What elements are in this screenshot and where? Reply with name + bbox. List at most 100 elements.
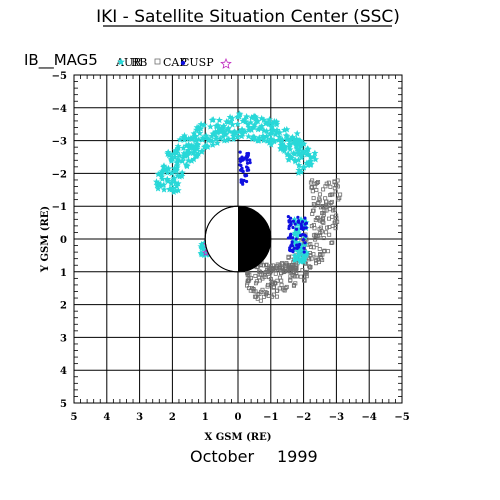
cap-point: [288, 278, 293, 283]
rb-point: [229, 132, 237, 139]
night-point: [301, 238, 306, 242]
rb-point: [158, 170, 166, 177]
cap-point: [251, 287, 256, 292]
rb-point: [301, 254, 309, 262]
cap-point: [277, 286, 282, 291]
night-point: [248, 158, 252, 162]
night-point: [288, 235, 292, 240]
cap-point: [263, 290, 268, 295]
cap-point: [310, 208, 315, 213]
cap-point: [260, 276, 265, 281]
rb-point: [211, 128, 219, 135]
cap-point: [320, 211, 325, 216]
cap-point: [334, 182, 339, 187]
rb-point: [218, 125, 225, 133]
y-tick-label: 1: [60, 268, 67, 279]
rb-point: [226, 127, 234, 135]
rb-point: [312, 155, 320, 163]
cap-point: [315, 233, 320, 238]
cap-point: [324, 225, 329, 230]
cap-point: [318, 252, 323, 257]
night-point: [238, 150, 242, 154]
earth-outline: [204, 205, 272, 273]
cap-point: [251, 286, 256, 291]
rb-point: [286, 140, 294, 148]
night-point: [290, 240, 294, 244]
x-tick-labels: 5 4 3 2 1 0 −1 −2 −3 −4 −5: [71, 412, 410, 423]
date-month: October: [190, 447, 254, 466]
x-tick-label: 0: [235, 412, 242, 423]
rb-point: [172, 187, 180, 194]
rb-point: [213, 139, 221, 147]
rb-point: [204, 136, 212, 144]
cap-point: [263, 270, 268, 275]
rb-point: [260, 116, 268, 123]
rb-point: [190, 129, 198, 137]
rb-point: [197, 243, 205, 250]
rb-point: [281, 143, 289, 151]
cap-point: [271, 267, 276, 272]
x-tick-label: 4: [103, 412, 110, 423]
night-point: [302, 250, 306, 254]
y-tick-label: −5: [52, 71, 67, 82]
cap-point: [314, 255, 319, 260]
rb-point: [229, 121, 236, 128]
rb-point: [242, 118, 250, 125]
night-point: [290, 242, 294, 246]
night-point: [295, 243, 299, 247]
orbit-points: [152, 110, 343, 303]
cap-point: [272, 281, 277, 286]
cap-point: [327, 216, 332, 221]
cap-point: [293, 281, 298, 286]
y-tick-label: −4: [52, 104, 67, 115]
rb-point: [250, 112, 258, 120]
cap-point: [283, 267, 288, 272]
y-tick-label: 2: [60, 301, 67, 312]
rb-point: [237, 132, 246, 140]
rb-point: [275, 133, 283, 140]
cap-point: [314, 242, 319, 247]
rb-point: [185, 148, 193, 156]
rb-point: [260, 136, 268, 144]
rb-point: [215, 116, 223, 124]
night-point: [286, 215, 290, 219]
rb-point: [270, 136, 278, 144]
night-point: [303, 222, 307, 226]
rb-point: [245, 123, 253, 131]
cap-point: [327, 207, 332, 212]
rb-point: [184, 157, 192, 164]
cap-point: [286, 254, 291, 259]
rb-point: [208, 116, 216, 124]
rb-point: [213, 122, 221, 130]
rb-point: [209, 141, 217, 148]
rb-point: [220, 136, 228, 144]
night-point: [238, 159, 242, 163]
cap-point: [318, 225, 323, 230]
cap-point: [321, 220, 326, 225]
cap-point: [312, 184, 317, 189]
cap-point: [309, 256, 314, 261]
rb-point: [187, 134, 195, 142]
rb-point: [283, 136, 291, 143]
cap-point: [257, 269, 262, 274]
rb-point: [197, 125, 205, 132]
rb-point: [286, 145, 294, 153]
cap-point: [302, 278, 307, 283]
night-point: [303, 216, 307, 220]
cap-point: [302, 274, 307, 279]
cap-point: [245, 270, 250, 275]
cap-point: [334, 213, 339, 218]
night-point: [242, 178, 246, 183]
cap-point: [277, 275, 282, 280]
y-tick-labels: −5 −4 −3 −2 −1 0 1 2 3 4 5: [52, 71, 67, 410]
cap-point: [324, 181, 329, 186]
y-tick-label: 5: [60, 399, 67, 410]
rb-point: [297, 140, 305, 148]
cap-point: [313, 218, 318, 223]
cap-point: [327, 225, 332, 230]
cap-point: [311, 252, 316, 257]
legend-item: CUSP: [181, 56, 214, 69]
y-tick-label: −2: [52, 169, 67, 180]
legend-dot-symbol: [180, 60, 186, 66]
legend-cap-symbol: [154, 58, 161, 65]
